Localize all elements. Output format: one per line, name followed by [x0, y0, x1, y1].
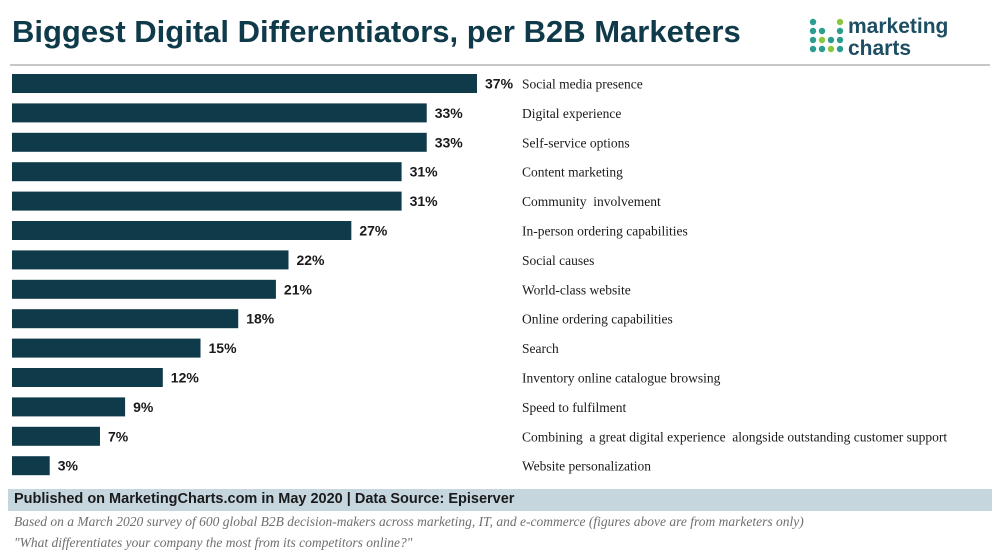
footer-band [8, 489, 992, 511]
category-label: Website personalization [522, 459, 651, 474]
category-label: In-person ordering capabilities [522, 224, 688, 239]
value-label: 27% [359, 223, 388, 239]
chart-title: Biggest Digital Differentiators, per B2B… [12, 14, 741, 49]
value-label: 33% [435, 134, 464, 150]
value-label: 37% [485, 76, 514, 92]
category-label: World-class website [522, 282, 631, 297]
bar [12, 426, 100, 446]
category-label: Content marketing [522, 165, 623, 180]
bar [12, 221, 352, 240]
category-label: Online ordering capabilities [522, 312, 673, 327]
bar [12, 279, 276, 299]
bar-chart: 37% Social media presence 33% Digital exper… [12, 74, 947, 476]
category-label: Community involvement [522, 194, 661, 209]
marketing-charts-logo [809, 18, 844, 53]
bar [12, 309, 239, 329]
bar [12, 103, 427, 123]
value-label: 3% [58, 458, 79, 474]
title-divider [10, 64, 990, 66]
bar [12, 191, 402, 211]
category-label: Social media presence [522, 77, 643, 92]
category-label: Speed to fulfilment [522, 400, 626, 415]
value-label: 12% [171, 370, 200, 386]
category-label: Social causes [522, 253, 594, 268]
bar [12, 456, 50, 476]
logo-wordmark: marketing charts [848, 16, 948, 60]
bars-group: 37% Social media presence 33% Digital exper… [12, 74, 947, 476]
footer-methodology-note: Based on a March 2020 survey of 600 glob… [14, 514, 804, 529]
footer-question-note: "What differentiates your company the mo… [14, 535, 413, 550]
value-label: 33% [435, 105, 464, 121]
category-label: Digital experience [522, 106, 621, 121]
logo-dots-icon [809, 18, 844, 53]
value-label: 18% [246, 311, 275, 327]
bar [12, 397, 126, 417]
value-label: 15% [209, 340, 238, 356]
value-label: 7% [108, 428, 129, 444]
footer-published: Published on MarketingCharts.com in May … [14, 491, 515, 507]
value-label: 31% [410, 164, 439, 180]
bar [12, 162, 402, 182]
category-label: Combining a great digital experience alo… [522, 429, 947, 444]
logo-line-1: marketing [848, 15, 949, 38]
bar [12, 250, 289, 270]
value-label: 22% [296, 252, 325, 268]
value-label: 9% [133, 399, 154, 415]
bar [12, 338, 201, 358]
bar [12, 132, 427, 152]
logo-line-2: charts [848, 37, 912, 60]
value-label: 31% [410, 193, 439, 209]
value-label: 21% [284, 281, 313, 297]
category-label: Search [522, 341, 559, 356]
bar [12, 368, 163, 387]
category-label: Inventory online catalogue browsing [522, 371, 721, 386]
bar [12, 74, 477, 93]
category-label: Self-service options [522, 135, 630, 150]
